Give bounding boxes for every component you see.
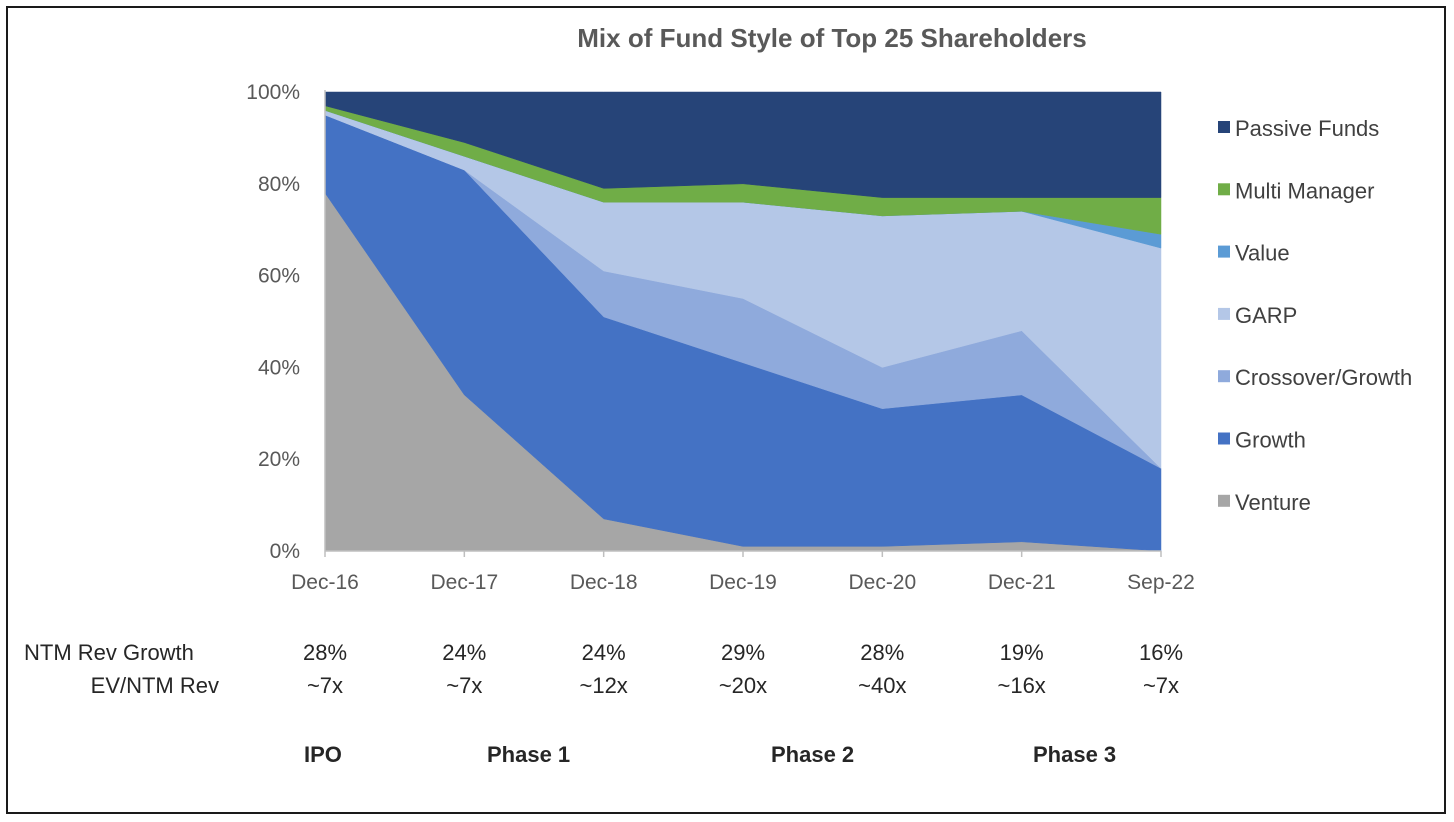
y-tick-label: 20% [258,448,300,471]
metric-cell-ntm-rev-growth: 24% [581,640,626,665]
chart-frame [6,6,1446,814]
metric-cell-ev-ntm-rev: ~20x [718,673,768,698]
metric-cell-ntm-rev-growth: 28% [860,640,905,665]
legend-swatch-value [1218,245,1230,258]
x-tick-label: Dec-21 [988,571,1056,594]
legend-swatch-crossover-growth [1218,370,1230,383]
ev-ntm-rev-label: EV/NTM Rev [90,673,219,698]
x-tick-label: Dec-20 [848,571,916,594]
legend: Passive Funds Multi Manager Value GARP Cross… [1218,116,1412,515]
metric-cell-ev-ntm-rev: ~12x [579,673,628,698]
metric-cell-ev-ntm-rev: ~16x [997,673,1046,698]
legend-swatch-growth [1218,432,1230,445]
y-tick-label: 0% [270,540,300,563]
x-tick-label: Sep-22 [1127,571,1195,594]
metric-cell-ev-ntm-rev: ~40x [858,673,907,698]
metric-cell-ntm-rev-growth: 24% [442,640,487,665]
metric-cell-ev-ntm-rev: ~7x [1142,673,1180,698]
phase-3: Phase 3 [1033,742,1117,767]
x-tick-label: Dec-16 [291,571,359,594]
axes-group: 0% 20% 40% 60% 80% 100% Dec-16 Dec-17 Dec-18 Dec-… [246,81,1195,594]
legend-swatch-multi-manager [1218,183,1230,196]
metric-cell-ev-ntm-rev: ~7x [446,673,483,698]
legend-label-growth: Growth [1235,428,1306,453]
legend-swatch-passive-funds [1218,121,1230,133]
legend-swatch-garp [1218,307,1230,320]
chart-title: Mix of Fund Style of Top 25 Shareholders [577,23,1086,53]
legend-label-venture: Venture [1235,490,1311,515]
phase-ipo: IPO [304,742,342,767]
y-tick-label: 100% [246,81,300,104]
x-tick-label: Dec-17 [430,571,498,594]
metric-cell-ev-ntm-rev: ~7x [306,673,344,698]
metric-cell-ntm-rev-growth: 16% [1138,640,1184,665]
ntm-rev-growth-label: NTM Rev Growth [24,640,194,665]
legend-label-passive-funds: Passive Funds [1235,116,1379,141]
phase-1: Phase 1 [487,742,571,767]
legend-label-multi-manager: Multi Manager [1235,178,1374,203]
metric-cell-ntm-rev-growth: 28% [302,640,348,665]
metric-cell-ntm-rev-growth: 19% [999,640,1044,665]
y-tick-label: 60% [258,265,300,288]
legend-label-value: Value [1235,241,1290,266]
x-tick-label: Dec-18 [570,571,638,594]
area-passive-funds [324,91,1162,198]
x-tick-label: Dec-19 [709,571,777,594]
y-tick-label: 80% [258,173,300,196]
y-tick-label: 40% [258,356,300,379]
legend-label-crossover-growth: Crossover/Growth [1235,365,1412,390]
area-series-group [324,91,1162,552]
legend-label-garp: GARP [1235,303,1297,328]
metric-cell-ntm-rev-growth: 29% [720,640,766,665]
phase-2: Phase 2 [771,742,855,767]
legend-swatch-venture [1218,494,1230,507]
